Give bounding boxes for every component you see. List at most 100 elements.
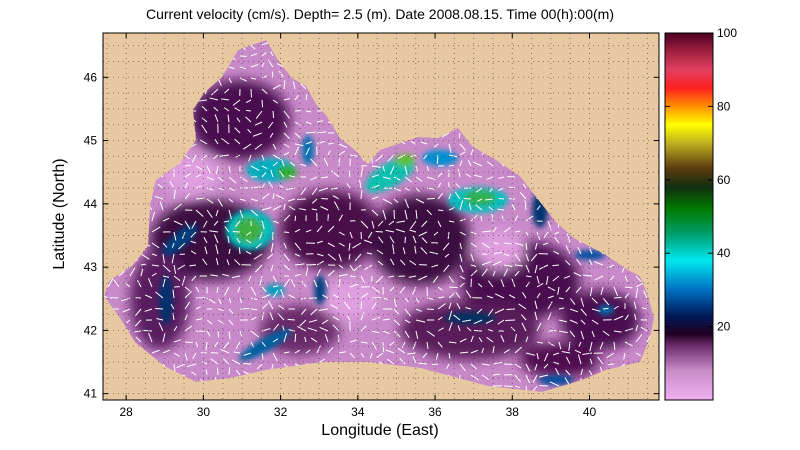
velocity-arrow <box>192 352 197 359</box>
velocity-arrow <box>184 164 192 167</box>
velocity-arrow <box>151 253 157 256</box>
velocity-arrow <box>393 319 401 326</box>
velocity-arrow <box>301 280 307 288</box>
velocity-arrow <box>432 275 439 284</box>
velocity-arrow <box>237 286 241 293</box>
velocity-arrow <box>217 308 224 312</box>
velocity-arrow <box>247 128 252 134</box>
velocity-arrow <box>294 333 297 343</box>
velocity-arrow <box>250 53 258 57</box>
velocity-arrow <box>305 131 316 134</box>
velocity-arrow <box>304 336 307 343</box>
x-tick-label: 40 <box>583 405 597 419</box>
velocity-arrow <box>463 197 472 200</box>
velocity-arrow <box>243 352 252 356</box>
velocity-arrow <box>555 368 560 376</box>
velocity-arrow <box>261 293 271 299</box>
velocity-arrow <box>437 341 443 348</box>
velocity-arrow <box>261 220 265 230</box>
velocity-arrow <box>475 204 483 211</box>
velocity-arrow <box>170 303 175 310</box>
velocity-arrow <box>360 167 364 178</box>
velocity-arrow <box>272 352 278 362</box>
velocity-arrow <box>389 236 395 244</box>
velocity-arrow <box>465 173 472 178</box>
velocity-arrow <box>228 176 237 184</box>
velocity-arrow <box>507 175 516 178</box>
velocity-arrow <box>190 240 197 244</box>
velocity-arrow <box>426 197 436 200</box>
velocity-arrow <box>426 341 429 350</box>
velocity-arrow <box>444 253 450 258</box>
velocity-arrow <box>624 314 630 321</box>
velocity-arrow <box>565 286 571 293</box>
velocity-arrow <box>448 154 458 158</box>
velocity-arrow <box>272 290 279 299</box>
velocity-arrow <box>375 275 384 284</box>
velocity-arrow <box>226 259 230 266</box>
velocity-arrow <box>591 330 595 338</box>
velocity-arrow <box>385 229 395 233</box>
velocity-arrow <box>217 176 224 182</box>
velocity-arrow <box>412 355 417 365</box>
velocity-arrow <box>252 132 263 137</box>
velocity-arrow <box>184 220 191 230</box>
velocity-arrow <box>269 312 274 321</box>
velocity-arrow <box>503 264 513 267</box>
velocity-arrow <box>330 304 340 310</box>
velocity-arrow <box>184 182 189 189</box>
velocity-arrow <box>382 297 388 300</box>
velocity-arrow <box>426 330 435 337</box>
velocity-arrow <box>486 161 494 167</box>
velocity-arrow <box>195 209 204 217</box>
velocity-arrow <box>228 319 234 326</box>
velocity-arrow <box>418 362 428 365</box>
velocity-arrow <box>514 242 524 246</box>
velocity-arrow <box>319 326 329 332</box>
velocity-arrow <box>437 182 442 189</box>
x-axis-label: Longitude (East) <box>321 422 439 439</box>
velocity-arrow <box>209 97 219 101</box>
velocity-arrow <box>316 131 327 134</box>
velocity-arrow <box>300 308 307 315</box>
velocity-arrow <box>195 165 203 171</box>
velocity-arrow <box>245 99 252 103</box>
velocity-arrow <box>349 231 353 239</box>
velocity-arrow <box>201 361 208 365</box>
velocity-arrow <box>113 279 120 288</box>
velocity-arrow <box>228 198 234 203</box>
velocity-arrow <box>290 161 296 167</box>
velocity-arrow <box>369 352 373 359</box>
velocity-arrow <box>459 242 463 250</box>
velocity-arrow <box>305 229 312 233</box>
velocity-arrow <box>536 352 539 360</box>
velocity-arrow <box>393 176 401 181</box>
velocity-arrow <box>503 349 510 354</box>
velocity-arrow <box>195 341 199 348</box>
velocity-arrow <box>376 249 384 255</box>
velocity-arrow <box>633 301 637 310</box>
velocity-arrow <box>144 308 153 312</box>
velocity-arrow <box>456 303 461 310</box>
velocity-arrow <box>591 319 599 325</box>
colorbar-tick-label: 80 <box>717 99 731 113</box>
velocity-arrow <box>173 203 182 211</box>
velocity-arrow <box>261 62 265 68</box>
velocity-arrow <box>500 335 505 343</box>
velocity-arrow <box>640 326 648 332</box>
velocity-arrow <box>498 176 505 179</box>
velocity-arrow <box>227 114 230 123</box>
velocity-arrow <box>287 198 296 202</box>
velocity-arrow <box>448 220 455 223</box>
velocity-arrow <box>602 330 610 337</box>
velocity-arrow <box>360 352 365 358</box>
velocity-arrow <box>206 165 211 174</box>
velocity-arrow <box>191 275 197 282</box>
velocity-arrow <box>635 282 644 288</box>
velocity-arrow <box>376 352 384 359</box>
velocity-arrow <box>216 367 219 376</box>
velocity-arrow <box>437 296 445 299</box>
velocity-arrow <box>316 260 324 266</box>
velocity-arrow <box>294 132 302 139</box>
velocity-arrow <box>349 154 358 157</box>
